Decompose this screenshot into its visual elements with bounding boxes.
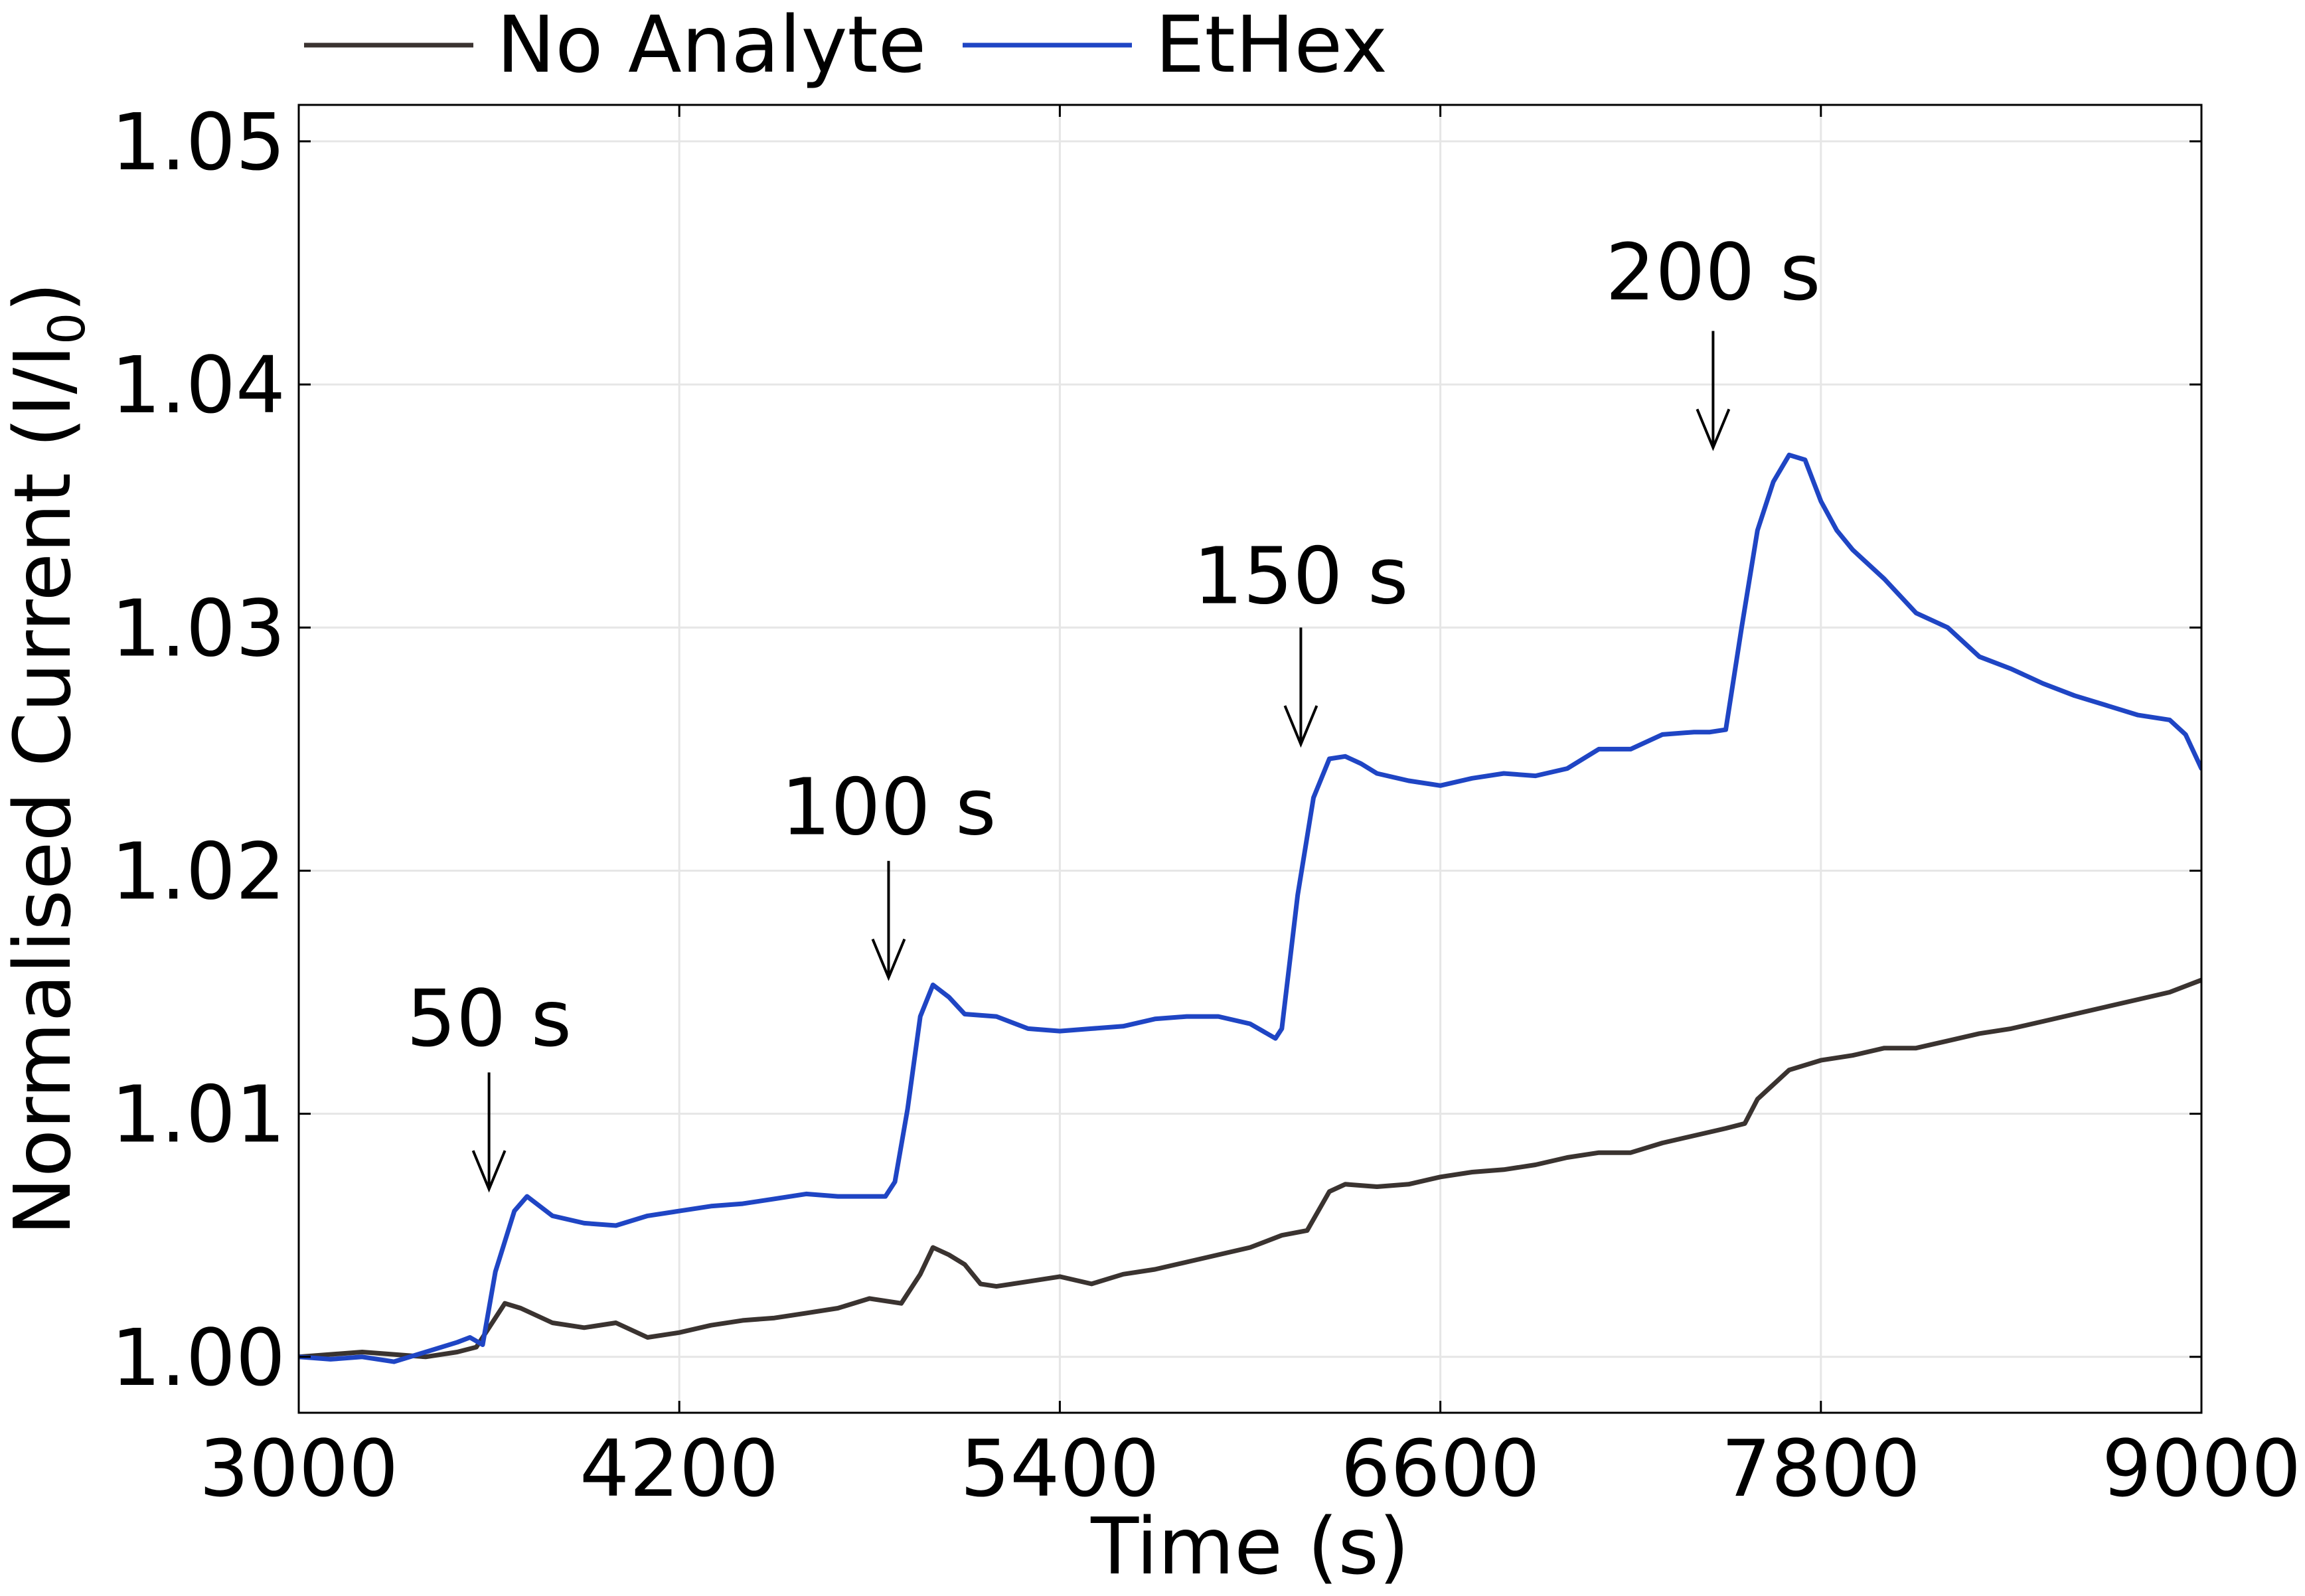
- x-axis-label: Time (s): [1090, 1500, 1409, 1592]
- series-line-1: [299, 452, 2201, 1364]
- x-tick-label: 3000: [199, 1423, 398, 1514]
- y-tick-label: 1.01: [111, 1069, 285, 1160]
- annotation-arrow-head: [871, 938, 906, 981]
- annotation-arrow-head: [471, 1150, 507, 1193]
- x-tick-label: 4200: [580, 1423, 779, 1514]
- plot-frame: [297, 104, 2203, 1414]
- y-tick-label: 1.04: [111, 339, 285, 431]
- ticks: 3000 4200 5400 6600 7800 9000 1.00 1.01 1.02 1.03…: [111, 96, 2301, 1514]
- y-axis-label-subscript: 0: [37, 313, 96, 345]
- annotation-label-1: 100 s: [781, 761, 996, 853]
- series-layer: [299, 452, 2201, 1364]
- legend-label-1: EtHex: [1155, 0, 1388, 90]
- x-tick-label: 9000: [2102, 1423, 2301, 1514]
- legend: No Analyte EtHex: [304, 0, 1388, 90]
- y-tick-label: 1.00: [111, 1312, 285, 1403]
- x-tick-label: 5400: [960, 1423, 1159, 1514]
- x-tick-label: 6600: [1340, 1423, 1540, 1514]
- y-axis-label-main: Normalised Current (I/I: [0, 345, 88, 1236]
- annotation-label-0: 50 s: [406, 973, 572, 1064]
- series-line-0: [299, 977, 2201, 1360]
- grid: [297, 105, 2203, 1413]
- legend-label-0: No Analyte: [497, 0, 926, 90]
- annotation-arrow-head: [1283, 705, 1318, 748]
- annotation-arrow-head: [1696, 408, 1731, 451]
- y-tick-label: 1.03: [111, 582, 285, 674]
- annotations: 50 s 100 s 150 s 200 s: [406, 226, 1821, 1193]
- y-tick-label: 1.02: [111, 825, 285, 917]
- y-axis-label-close: ): [0, 282, 88, 313]
- y-axis-label: Normalised Current (I/I0): [0, 282, 96, 1236]
- y-tick-label: 1.05: [111, 96, 285, 188]
- annotation-label-3: 200 s: [1605, 226, 1820, 318]
- annotation-label-2: 150 s: [1193, 530, 1408, 622]
- x-tick-label: 7800: [1721, 1423, 1921, 1514]
